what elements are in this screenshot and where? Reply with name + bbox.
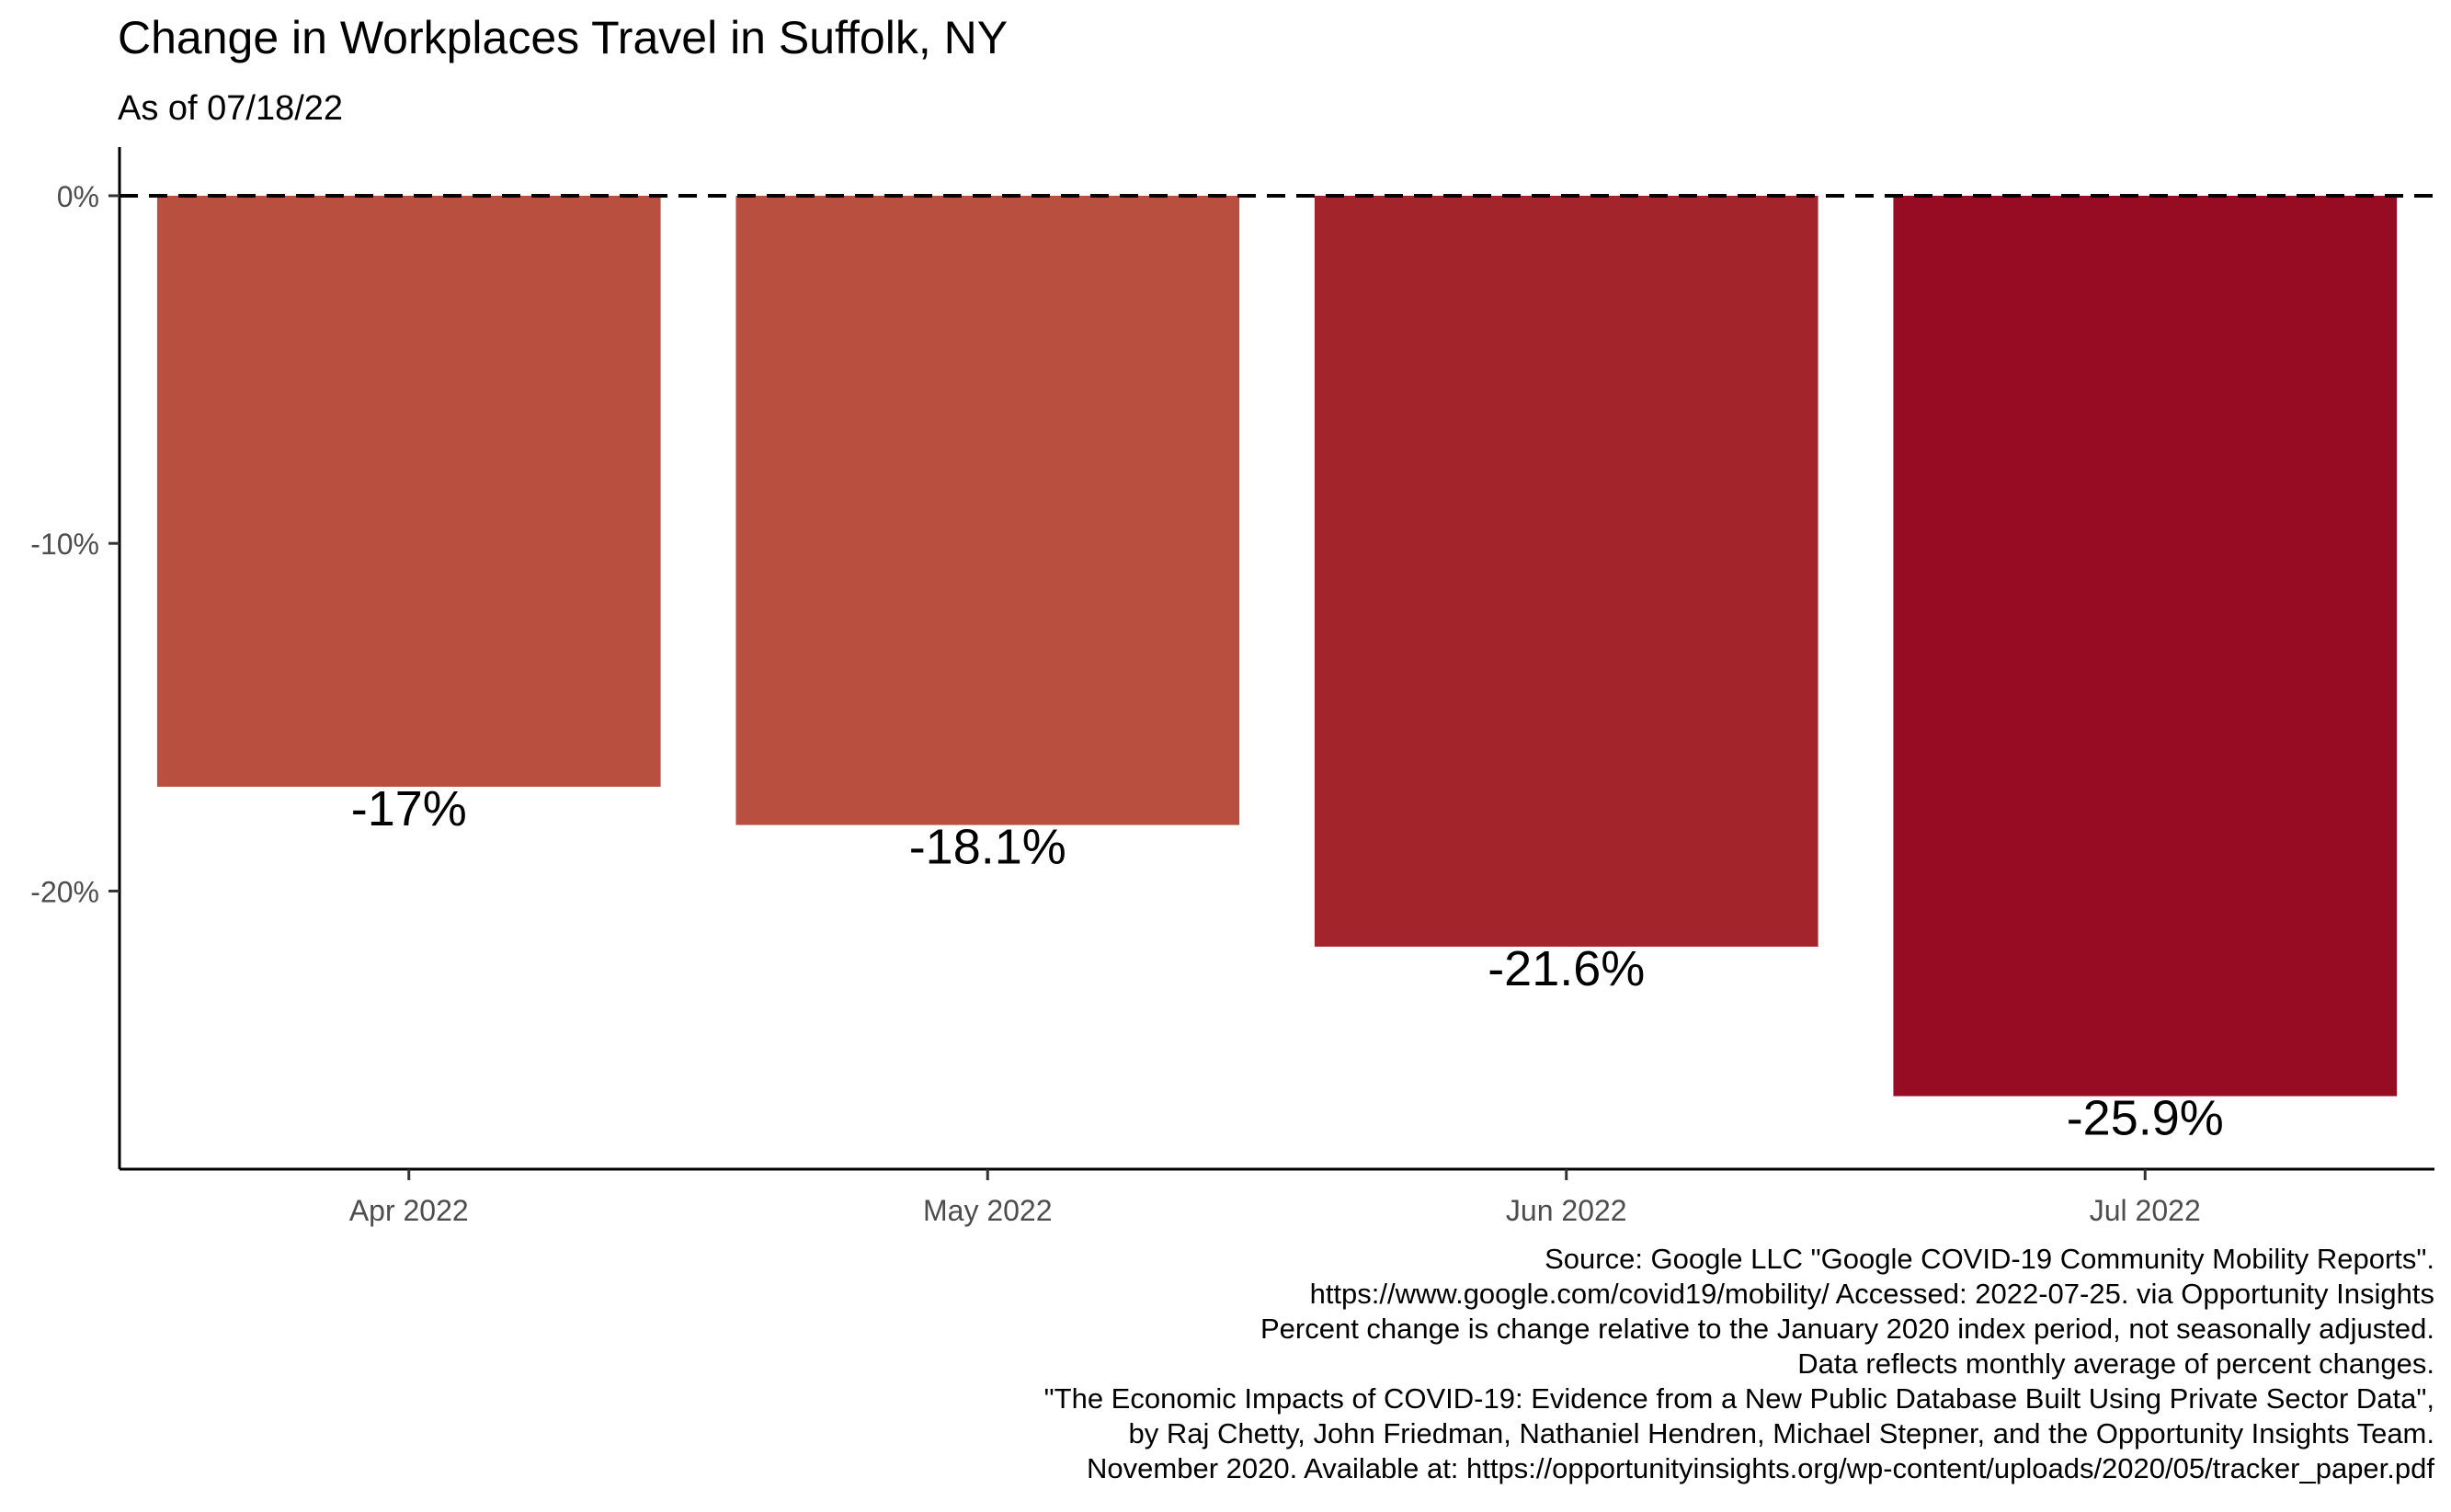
caption-line: by Raj Chetty, John Friedman, Nathaniel …	[1129, 1417, 2434, 1449]
y-tick-label: 0%	[57, 180, 99, 213]
caption-line: November 2020. Available at: https://opp…	[1087, 1452, 2434, 1484]
x-tick-label: May 2022	[923, 1194, 1053, 1227]
chart-subtitle: As of 07/18/22	[118, 89, 343, 128]
caption-line: "The Economic Impacts of COVID-19: Evide…	[1044, 1382, 2434, 1415]
bar-jun-2022	[1314, 195, 1818, 947]
caption-line: Source: Google LLC "Google COVID-19 Comm…	[1545, 1243, 2434, 1275]
caption: Source: Google LLC "Google COVID-19 Comm…	[1044, 1243, 2435, 1484]
value-label: -21.6%	[1488, 941, 1645, 996]
value-label: -18.1%	[909, 820, 1066, 875]
value-label: -17%	[351, 781, 467, 836]
caption-line: Data reflects monthly average of percent…	[1797, 1347, 2434, 1380]
bar-apr-2022	[156, 195, 661, 787]
y-tick-label: -20%	[30, 875, 99, 908]
caption-line: https://www.google.com/covid19/mobility/…	[1310, 1278, 2434, 1310]
value-label: -25.9%	[2067, 1091, 2224, 1146]
x-tick-label: Jun 2022	[1506, 1194, 1627, 1227]
bar-may-2022	[735, 195, 1240, 825]
chart-title: Change in Workplaces Travel in Suffolk, …	[118, 12, 1008, 63]
y-tick-label: -10%	[30, 528, 99, 561]
x-tick-label: Jul 2022	[2090, 1194, 2201, 1227]
caption-line: Percent change is change relative to the…	[1260, 1313, 2434, 1345]
bar-jul-2022	[1893, 195, 2398, 1097]
plot-area: -17% -18.1% -21.6% -25.9% 0% -10% -20% Apr 2022…	[30, 147, 2434, 1227]
x-tick-label: Apr 2022	[349, 1194, 469, 1227]
